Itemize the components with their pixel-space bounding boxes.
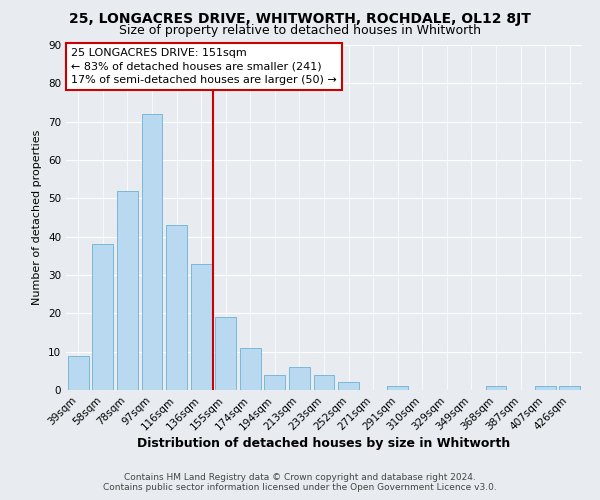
Bar [559,386,580,390]
Bar [387,386,408,390]
Y-axis label: Number of detached properties: Number of detached properties [32,130,43,305]
Text: 25 LONGACRES DRIVE: 151sqm
← 83% of detached houses are smaller (241)
17% of sem: 25 LONGACRES DRIVE: 151sqm ← 83% of deta… [71,48,337,85]
Bar [142,114,163,390]
Bar [314,374,334,390]
Bar [485,386,506,390]
Bar [535,386,556,390]
Bar [338,382,359,390]
Text: Size of property relative to detached houses in Whitworth: Size of property relative to detached ho… [119,24,481,37]
Bar [166,225,187,390]
X-axis label: Distribution of detached houses by size in Whitworth: Distribution of detached houses by size … [137,438,511,450]
Bar [68,356,89,390]
Bar [117,190,138,390]
Text: 25, LONGACRES DRIVE, WHITWORTH, ROCHDALE, OL12 8JT: 25, LONGACRES DRIVE, WHITWORTH, ROCHDALE… [69,12,531,26]
Text: Contains HM Land Registry data © Crown copyright and database right 2024.
Contai: Contains HM Land Registry data © Crown c… [103,473,497,492]
Bar [191,264,212,390]
Bar [289,367,310,390]
Bar [215,317,236,390]
Bar [265,374,286,390]
Bar [240,348,261,390]
Bar [92,244,113,390]
